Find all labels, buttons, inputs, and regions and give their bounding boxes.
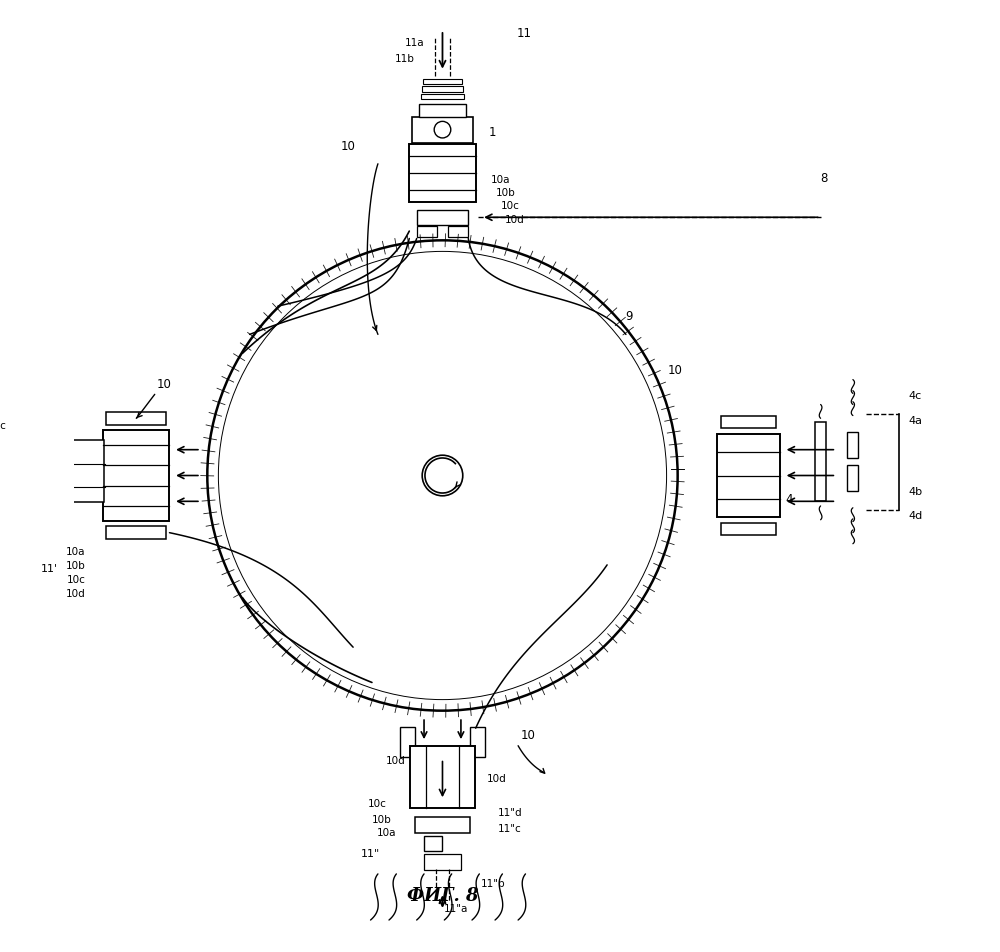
Text: 10a: 10a <box>377 827 396 838</box>
Text: 10d: 10d <box>386 756 406 765</box>
Text: 1: 1 <box>489 126 496 139</box>
Text: 8: 8 <box>821 172 828 185</box>
Bar <box>423 80 462 86</box>
Text: 11"b: 11"b <box>481 878 506 888</box>
Text: 10c: 10c <box>501 201 519 211</box>
Bar <box>409 146 476 203</box>
Text: 10d: 10d <box>66 588 86 598</box>
Bar <box>103 431 169 521</box>
Text: 10d: 10d <box>505 215 525 225</box>
Bar <box>721 416 776 429</box>
Bar <box>412 118 473 144</box>
Bar <box>415 817 470 833</box>
Text: 10b: 10b <box>372 814 392 823</box>
Text: 10d: 10d <box>487 773 507 783</box>
Text: 11b: 11b <box>395 53 415 64</box>
Bar <box>448 227 468 237</box>
Text: 10c: 10c <box>67 574 86 585</box>
Bar <box>419 105 466 118</box>
Text: 10: 10 <box>157 377 171 390</box>
Bar <box>400 727 415 757</box>
Text: 11': 11' <box>41 564 58 573</box>
Text: 11a: 11a <box>404 38 424 48</box>
Text: 11"d: 11"d <box>498 807 522 817</box>
Bar <box>106 412 166 426</box>
Text: 11'c: 11'c <box>0 421 7 430</box>
Text: 4: 4 <box>785 492 793 506</box>
Bar <box>847 466 858 491</box>
Bar <box>424 836 442 851</box>
Bar <box>106 526 166 540</box>
Bar <box>424 854 461 870</box>
Text: 11"c: 11"c <box>498 823 522 833</box>
Text: 4a: 4a <box>908 416 922 426</box>
Text: 9: 9 <box>626 309 633 323</box>
Bar <box>847 433 858 459</box>
Text: 11": 11" <box>361 848 380 858</box>
Bar <box>422 88 463 92</box>
Text: 10a: 10a <box>66 546 86 557</box>
Text: 11"a: 11"a <box>444 903 469 913</box>
Text: 10a: 10a <box>490 174 510 185</box>
Text: 10b: 10b <box>496 188 516 198</box>
Text: 10: 10 <box>668 364 683 377</box>
Bar <box>417 227 437 237</box>
Text: ФИГ. 8: ФИГ. 8 <box>407 886 478 904</box>
Text: 11: 11 <box>516 28 531 40</box>
Bar <box>410 746 475 808</box>
Bar <box>67 440 104 503</box>
Text: 10: 10 <box>341 140 356 152</box>
Text: 4b: 4b <box>908 486 922 497</box>
Bar <box>717 434 780 518</box>
Text: 10b: 10b <box>66 561 86 570</box>
Text: 4d: 4d <box>908 510 922 521</box>
Bar <box>417 210 468 226</box>
Text: 4c: 4c <box>908 391 921 401</box>
Bar <box>421 94 464 100</box>
Text: 10: 10 <box>521 728 536 742</box>
Bar <box>721 523 776 536</box>
Text: 10c: 10c <box>368 798 387 808</box>
Bar <box>470 727 485 757</box>
Bar <box>815 423 826 502</box>
